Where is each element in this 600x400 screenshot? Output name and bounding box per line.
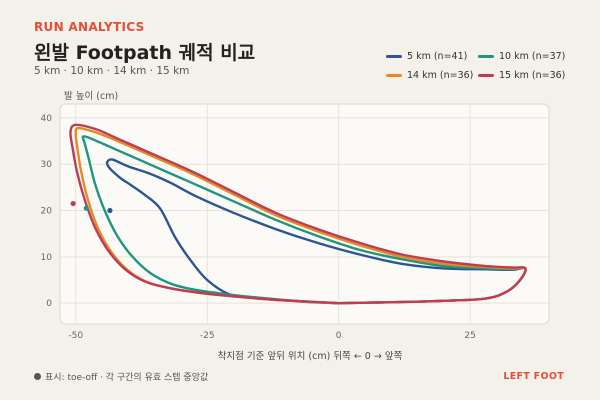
toe-off-marker-3 [70,200,76,207]
toe-off-marker-1 [83,205,89,211]
y-tick-label: 0 [46,299,52,309]
toe-off-marker-0 [107,207,113,214]
legend-label: 10 km (n=37) [499,51,566,62]
tick-labels: 0 10 20 30 40 -50 -25 0 25 [41,114,476,341]
legend-swatch [386,55,402,58]
x-tick-label: 0 [336,331,342,341]
series-line-3[interactable] [69,123,527,305]
y-tick-label: 30 [41,160,53,170]
x-tick-label: 25 [464,331,475,341]
y-tick-label: 10 [41,253,53,263]
legend-swatch [386,74,402,77]
kicker-label: RUN ANALYTICS [34,20,145,34]
legend-item-5km[interactable]: 5 km (n=41) [386,51,478,62]
chart-title: 왼발 Footpath 궤적 비교 [34,42,256,64]
y-tick-label: 20 [41,207,53,217]
y-axis-label: 발 높이 (cm) [64,91,119,102]
x-tick-label: -25 [200,331,215,341]
series-lines [69,123,527,305]
legend-swatch [478,55,494,58]
legend-swatch [478,74,494,77]
chart-subtitle: 5 km · 10 km · 14 km · 15 km [34,65,190,77]
footnote-text: 표시: toe-off · 각 구간의 유효 스텝 중앙값 [45,373,209,383]
x-tick-label: -50 [68,331,83,341]
legend: 5 km (n=41) 10 km (n=37) 14 km (n=36) 15… [386,51,586,81]
y-tick-label: 40 [41,114,53,124]
legend-item-14km[interactable]: 14 km (n=36) [386,70,478,81]
plot-area [59,103,550,325]
toe-off-marker-icon [34,373,41,380]
legend-item-10km[interactable]: 10 km (n=37) [478,51,578,62]
legend-label: 14 km (n=36) [407,70,474,81]
brand-label: LEFT FOOT [503,371,564,382]
legend-item-15km[interactable]: 15 km (n=36) [478,70,578,81]
legend-label: 5 km (n=41) [407,51,468,62]
toe-off-markers [70,200,113,214]
footnote: 표시: toe-off · 각 구간의 유효 스텝 중앙값 [34,370,208,383]
grid-lines [61,105,548,323]
legend-label: 15 km (n=36) [499,70,566,81]
x-axis-label: 착지점 기준 앞뒤 위치 (cm) 뒤쪽 ← 0 → 앞쪽 [217,351,403,362]
